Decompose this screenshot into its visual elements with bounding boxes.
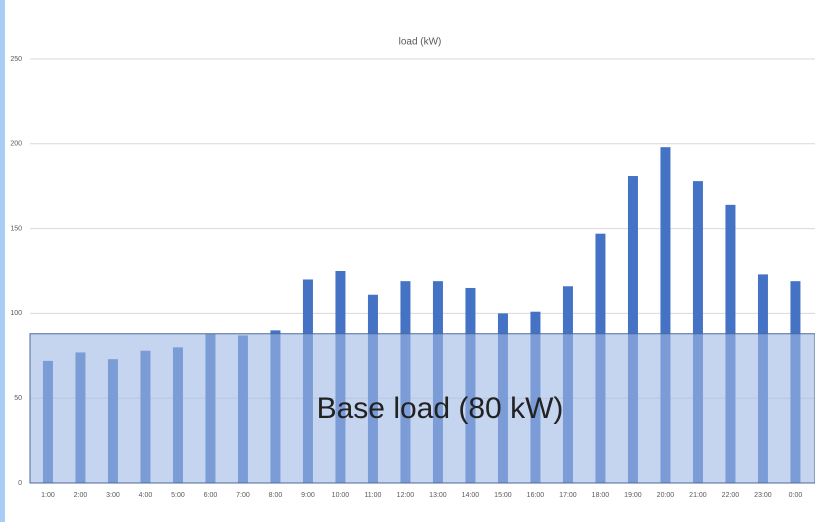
x-tick-label: 1:00	[41, 492, 55, 499]
bar	[660, 147, 671, 483]
x-tick-label: 22:00	[722, 492, 740, 499]
annotation: Base load (80 kW)	[317, 392, 564, 425]
x-tick-label: 3:00	[106, 492, 120, 499]
y-tick-label: 200	[10, 141, 22, 148]
base-load-area	[29, 333, 815, 484]
x-tick-label: 4:00	[139, 492, 153, 499]
bar	[692, 181, 703, 483]
x-tick-label: 7:00	[236, 492, 250, 499]
bar	[627, 176, 638, 484]
x-tick-label: 9:00	[301, 492, 315, 499]
x-tick-label: 8:00	[269, 492, 283, 499]
window-edge	[0, 0, 5, 522]
y-tick-label: 250	[10, 56, 22, 63]
x-tick-label: 0:00	[789, 492, 803, 499]
x-tick-label: 21:00	[689, 492, 707, 499]
x-tick-label: 23:00	[754, 492, 772, 499]
x-tick-label: 6:00	[204, 492, 218, 499]
x-tick-label: 16:00	[527, 492, 545, 499]
y-tick-label: 150	[10, 225, 22, 232]
x-tick-label: 18:00	[592, 492, 610, 499]
x-tick-label: 13:00	[429, 492, 447, 499]
chart-title: load (kW)	[399, 37, 442, 48]
x-tick-label: 14:00	[462, 492, 480, 499]
x-tick-label: 20:00	[657, 492, 675, 499]
x-tick-label: 5:00	[171, 492, 185, 499]
y-tick-label: 100	[10, 310, 22, 317]
y-tick-label: 50	[14, 395, 22, 402]
x-tick-label: 15:00	[494, 492, 512, 499]
y-tick-label: 0	[18, 480, 22, 487]
x-tick-label: 2:00	[74, 492, 88, 499]
x-tick-label: 10:00	[332, 492, 350, 499]
x-tick-label: 11:00	[364, 492, 381, 499]
x-tick-label: 17:00	[559, 492, 577, 499]
x-tick-label: 19:00	[624, 492, 642, 499]
x-tick-label: 12:00	[397, 492, 415, 499]
